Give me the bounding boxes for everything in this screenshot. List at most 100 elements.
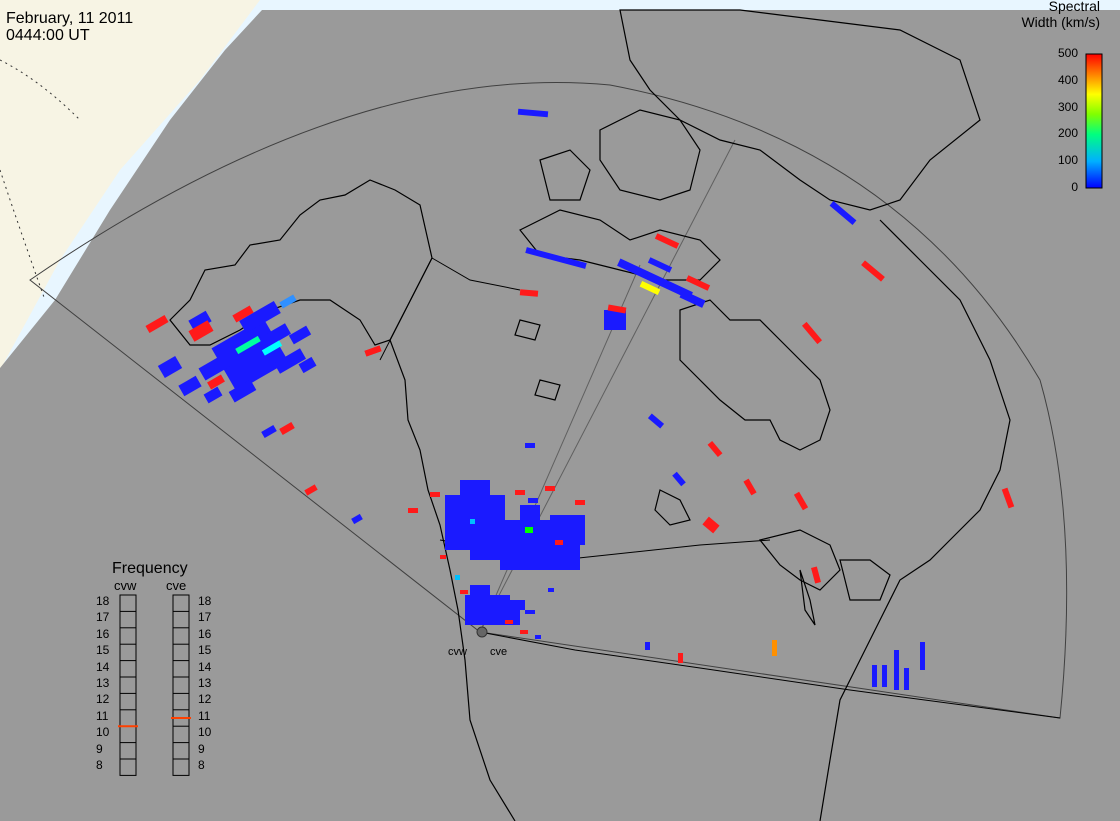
- backscatter-cell: [235, 335, 261, 355]
- backscatter-cell: [145, 315, 169, 333]
- frequency-number-right: 16: [198, 626, 212, 641]
- backscatter-cell: [811, 566, 821, 584]
- radar-label-cve: cve: [166, 578, 187, 593]
- backscatter-cell: [1001, 487, 1015, 509]
- backscatter-cell: [861, 260, 885, 282]
- backscatter-cell: [470, 585, 490, 605]
- backscatter-cell: [555, 540, 563, 545]
- backscatter-cell: [882, 665, 887, 687]
- backscatter-cell: [188, 320, 214, 342]
- site-label-cve: cve: [490, 646, 508, 658]
- backscatter-cell: [575, 500, 585, 505]
- backscatter-cell: [304, 484, 318, 496]
- backscatter-cell: [298, 356, 317, 374]
- backscatter-cell: [261, 424, 277, 439]
- frequency-scale-boxes: [118, 594, 191, 776]
- backscatter-cell: [528, 498, 538, 503]
- backscatter-cell: [707, 440, 723, 458]
- frequency-column: [119, 594, 137, 776]
- radar-site-marker: [476, 626, 488, 638]
- colorbar-tick-label: 400: [1057, 72, 1078, 87]
- colorbar-tick-label: 0: [1071, 180, 1078, 194]
- backscatter-cell: [408, 508, 418, 513]
- frequency-number-left: 8: [96, 758, 103, 772]
- backscatter-cell: [440, 555, 446, 559]
- backscatter-cell: [232, 305, 254, 323]
- backscatter-cell: [520, 505, 540, 520]
- backscatter-cell: [535, 635, 541, 639]
- frequency-number-right: 11: [198, 708, 211, 723]
- backscatter-cell: [500, 545, 580, 570]
- date-label: February, 11 2011: [6, 10, 134, 27]
- dayside-land: [0, 0, 260, 370]
- colorbar-tick-label: 500: [1057, 46, 1078, 60]
- frequency-number-right: 15: [198, 643, 212, 658]
- frequency-number-left: 16: [96, 626, 110, 641]
- backscatter-cell: [525, 527, 533, 533]
- backscatter-cell: [188, 310, 212, 332]
- backscatter-cell: [793, 491, 809, 511]
- latitude-dotted-line: [0, 169, 46, 301]
- backscatter-cell: [460, 590, 468, 594]
- backscatter-cell: [654, 233, 680, 249]
- frequency-number-left: 15: [96, 643, 110, 658]
- frequency-number-left: 13: [96, 676, 110, 690]
- colorbar-tick-label: 300: [1057, 99, 1078, 114]
- backscatter-cell: [178, 375, 202, 397]
- backscatter-cell: [207, 374, 225, 390]
- backscatter-cell: [259, 323, 291, 349]
- backscatter-cell: [364, 345, 382, 357]
- backscatter-cell: [261, 340, 283, 356]
- radar-label-cvw: cvw: [114, 578, 137, 593]
- backscatter-cell: [647, 257, 673, 273]
- frequency-number-right: 18: [198, 594, 212, 608]
- backscatter-cell: [607, 304, 627, 314]
- backscatter-cell: [515, 490, 525, 495]
- frequency-number-right: 14: [198, 659, 212, 674]
- site-label-cvw: cvw: [448, 646, 467, 658]
- backscatter-cell: [228, 379, 257, 403]
- backscatter-cell: [672, 471, 686, 487]
- backscatter-cell: [157, 355, 183, 379]
- backscatter-cell: [872, 665, 877, 687]
- frequency-number-right: 17: [198, 610, 212, 625]
- field-of-view-outline: [29, 81, 1068, 719]
- colorbar-title-line1: Spectral: [1048, 0, 1100, 14]
- frequency-number-left: 14: [96, 659, 110, 674]
- colorbar-scale: [1085, 53, 1103, 189]
- frequency-number-right: 10: [198, 725, 212, 740]
- backscatter-cell: [430, 492, 440, 497]
- backscatter-cell: [279, 294, 297, 309]
- backscatter-cells: [145, 108, 1015, 690]
- backscatter-cell: [517, 108, 549, 118]
- backscatter-cell: [525, 247, 587, 269]
- frequency-title: Frequency: [112, 560, 188, 577]
- backscatter-cell: [455, 575, 460, 580]
- colorbar-title-line2: Width (km/s): [1021, 14, 1100, 30]
- frequency-number-left: 10: [96, 725, 110, 740]
- time-label: 0444:00 UT: [6, 27, 90, 44]
- backscatter-cell: [515, 600, 525, 610]
- backscatter-cell: [351, 513, 363, 525]
- backscatter-cell: [772, 640, 777, 656]
- frequency-number-left: 17: [96, 610, 110, 625]
- backscatter-cell: [647, 413, 665, 429]
- backscatter-cell: [645, 642, 650, 650]
- backscatter-cell: [239, 300, 281, 334]
- frequency-number-right: 8: [198, 758, 205, 772]
- backscatter-cell: [505, 620, 513, 624]
- frequency-number-right: 9: [198, 741, 205, 756]
- backscatter-cell: [525, 443, 535, 448]
- backscatter-cell: [548, 588, 554, 592]
- backscatter-cell: [829, 201, 857, 225]
- backscatter-cell: [743, 478, 757, 496]
- backscatter-cell: [604, 310, 626, 330]
- backscatter-cell: [545, 486, 555, 491]
- backscatter-cell: [288, 325, 312, 345]
- backscatter-cell: [198, 353, 232, 381]
- backscatter-cell: [894, 650, 899, 690]
- frequency-number-left: 9: [96, 741, 103, 756]
- backscatter-cell: [525, 610, 535, 614]
- backscatter-cell: [279, 421, 295, 436]
